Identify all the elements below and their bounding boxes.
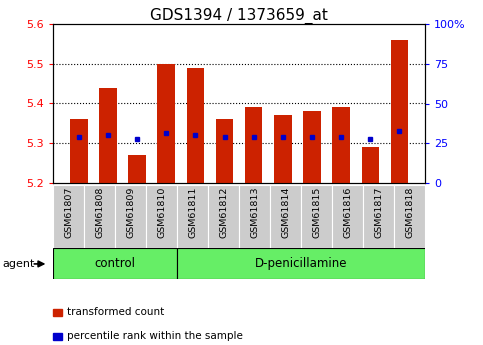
Bar <box>99 88 117 183</box>
Bar <box>361 147 379 183</box>
Bar <box>177 185 208 248</box>
Text: agent: agent <box>2 259 35 269</box>
Bar <box>146 185 177 248</box>
Text: GSM61808: GSM61808 <box>95 187 104 238</box>
Text: GSM61811: GSM61811 <box>188 187 197 238</box>
Bar <box>216 119 233 183</box>
Bar <box>363 185 394 248</box>
Bar <box>303 111 321 183</box>
Text: GSM61809: GSM61809 <box>126 187 135 238</box>
Bar <box>245 107 262 183</box>
Bar <box>270 185 301 248</box>
Text: GSM61818: GSM61818 <box>405 187 414 238</box>
Text: GSM61810: GSM61810 <box>157 187 166 238</box>
Bar <box>53 185 84 248</box>
Bar <box>332 107 350 183</box>
Bar <box>391 40 408 183</box>
Text: GSM61813: GSM61813 <box>250 187 259 238</box>
Bar <box>177 248 425 279</box>
Bar <box>115 185 146 248</box>
Text: GSM61815: GSM61815 <box>312 187 321 238</box>
Text: GSM61812: GSM61812 <box>219 187 228 238</box>
Bar <box>274 115 292 183</box>
Text: transformed count: transformed count <box>67 307 164 317</box>
Text: control: control <box>95 257 136 270</box>
Bar <box>186 68 204 183</box>
Bar <box>70 119 87 183</box>
Bar <box>394 185 425 248</box>
Bar <box>208 185 239 248</box>
Bar <box>128 155 146 183</box>
Text: GSM61807: GSM61807 <box>64 187 73 238</box>
Text: GSM61814: GSM61814 <box>281 187 290 238</box>
Bar <box>332 185 363 248</box>
Bar <box>239 185 270 248</box>
Bar <box>84 185 115 248</box>
Title: GDS1394 / 1373659_at: GDS1394 / 1373659_at <box>150 8 328 24</box>
Text: D-penicillamine: D-penicillamine <box>255 257 347 270</box>
Bar <box>157 64 175 183</box>
Bar <box>301 185 332 248</box>
Text: percentile rank within the sample: percentile rank within the sample <box>67 332 242 341</box>
Bar <box>53 248 177 279</box>
Text: GSM61816: GSM61816 <box>343 187 352 238</box>
Text: GSM61817: GSM61817 <box>374 187 383 238</box>
